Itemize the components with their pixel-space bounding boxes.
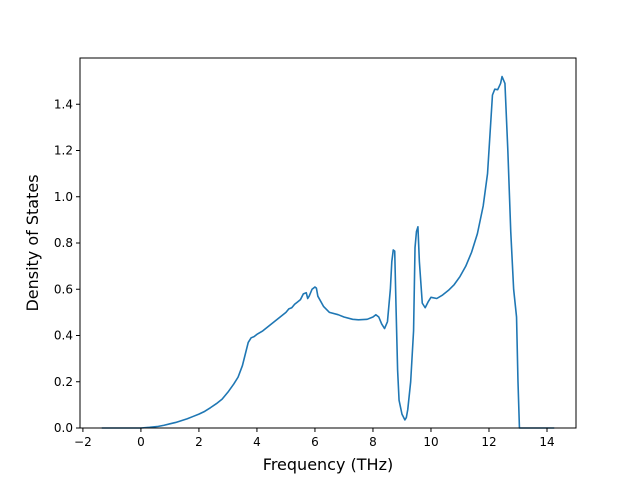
x-axis: −2 0 2 4 6 8 10 12 14 bbox=[74, 428, 555, 449]
y-tick-label: 1.4 bbox=[54, 97, 73, 111]
y-axis-title: Density of States bbox=[23, 174, 42, 311]
x-tick-label: 0 bbox=[137, 435, 145, 449]
y-axis: 0.0 0.2 0.4 0.6 0.8 1.0 1.2 1.4 bbox=[54, 97, 80, 435]
y-tick-label: 0.8 bbox=[54, 236, 73, 250]
y-tick-label: 1.2 bbox=[54, 144, 73, 158]
y-tick-label: 0.6 bbox=[54, 282, 73, 296]
y-tick-label: 0.4 bbox=[54, 329, 73, 343]
dos-series-line bbox=[101, 75, 555, 429]
plot-layer bbox=[101, 75, 555, 429]
x-tick-label: 10 bbox=[423, 435, 438, 449]
x-tick-label: 2 bbox=[195, 435, 203, 449]
y-tick-label: 0.0 bbox=[54, 421, 73, 435]
x-tick-label: −2 bbox=[74, 435, 92, 449]
x-tick-label: 8 bbox=[369, 435, 377, 449]
x-tick-label: 14 bbox=[539, 435, 554, 449]
x-axis-title: Frequency (THz) bbox=[263, 455, 393, 474]
x-tick-label: 6 bbox=[311, 435, 319, 449]
x-tick-label: 12 bbox=[481, 435, 496, 449]
y-tick-label: 1.0 bbox=[54, 190, 73, 204]
y-tick-label: 0.2 bbox=[54, 375, 73, 389]
x-tick-label: 4 bbox=[253, 435, 261, 449]
